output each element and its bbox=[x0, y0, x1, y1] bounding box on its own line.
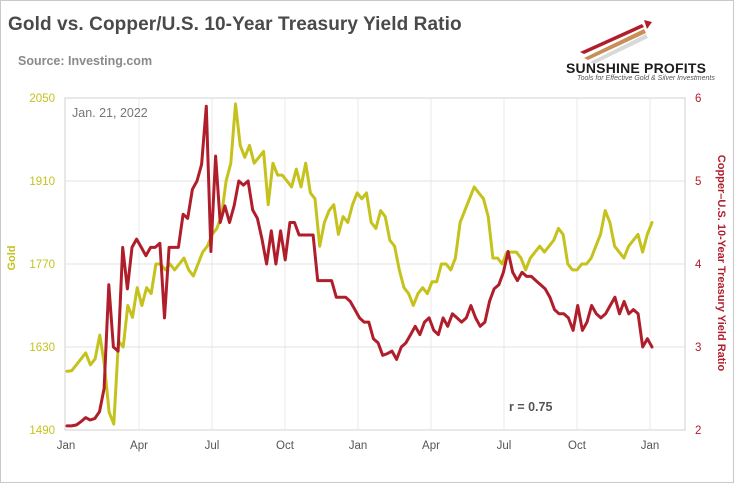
series-lines bbox=[65, 102, 654, 428]
correlation-label: r = 0.75 bbox=[509, 400, 552, 414]
x-tick-label: Oct bbox=[568, 440, 587, 452]
left-tick-label: 2050 bbox=[29, 93, 55, 105]
left-tick-label: 1490 bbox=[29, 425, 55, 437]
x-tick-label: Jan bbox=[57, 440, 76, 452]
x-tick-label: Jan bbox=[349, 440, 368, 452]
x-tick-label: Apr bbox=[130, 440, 148, 452]
chart-title: Gold vs. Copper/U.S. 10-Year Treasury Yi… bbox=[8, 14, 462, 35]
right-axis-label: Copper–U.S. 10-Year Treasury Yield Ratio bbox=[715, 155, 727, 372]
left-tick-label: 1630 bbox=[29, 342, 55, 354]
right-tick-label: 3 bbox=[695, 342, 701, 354]
x-tick-label: Jul bbox=[205, 440, 220, 452]
x-tick-label: Apr bbox=[422, 440, 440, 452]
left-axis-label: Gold bbox=[6, 245, 18, 270]
gold-series-line bbox=[65, 102, 654, 426]
right-tick-label: 5 bbox=[695, 176, 701, 188]
right-tick-label: 4 bbox=[695, 259, 702, 271]
left-tick-label: 1770 bbox=[29, 259, 55, 271]
brand-tagline: Tools for Effective Gold & Silver Invest… bbox=[577, 75, 715, 82]
x-tick-label: Jan bbox=[641, 440, 660, 452]
x-tick-label: Jul bbox=[497, 440, 512, 452]
right-axis: 2 3 4 5 6 bbox=[695, 93, 702, 437]
date-annotation: Jan. 21, 2022 bbox=[72, 106, 148, 120]
left-axis: 1490 1630 1770 1910 2050 bbox=[29, 93, 55, 437]
right-tick-label: 2 bbox=[695, 425, 701, 437]
grid-lines bbox=[65, 98, 685, 430]
chart-source: Source: Investing.com bbox=[18, 54, 153, 68]
sunshine-profits-logo-icon bbox=[580, 20, 652, 64]
brand-name: SUNSHINE PROFITS bbox=[566, 60, 707, 76]
x-tick-label: Oct bbox=[276, 440, 295, 452]
ratio-series-line bbox=[65, 104, 654, 428]
x-axis: Jan Apr Jul Oct Jan Apr Jul Oct Jan bbox=[57, 440, 660, 452]
right-tick-label: 6 bbox=[695, 93, 701, 105]
left-tick-label: 1910 bbox=[29, 176, 55, 188]
